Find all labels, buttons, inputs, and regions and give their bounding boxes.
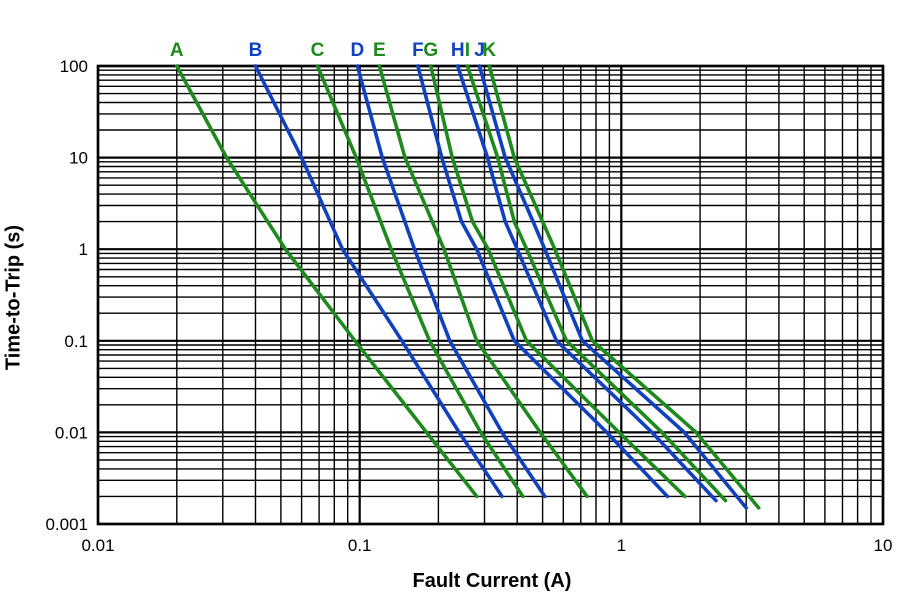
curve-F [416,64,670,499]
curve-B [253,64,504,499]
curve-label-H: H [451,40,465,61]
curve-C [315,64,525,499]
curve-label-B: B [249,40,263,61]
curve-label-A: A [170,40,184,61]
trip-curves [175,64,761,510]
y-tick-label-1: 1 [79,240,88,259]
curve-label-K: K [482,40,496,61]
y-tick-label-0.1: 0.1 [64,332,88,351]
x-tick-label-0.1: 0.1 [348,536,372,555]
curve-A [175,64,479,499]
y-tick-label-10: 10 [69,149,88,168]
y-axis-title: Time-to-Trip (s) [2,224,25,371]
curve-label-J: J [474,40,485,61]
curve-I [465,64,728,503]
y-tick-label-100: 100 [60,57,88,76]
curve-labels: A B C D E F G H I JK [170,40,496,61]
curve-G [428,64,687,499]
curve-H [455,64,718,503]
curve-D [355,64,547,499]
x-axis-title: Fault Current (A) [412,570,572,592]
curve-K [487,64,761,510]
curve-E [377,64,589,499]
x-tick-label-0.01: 0.01 [81,536,114,555]
curve-label-C: C [311,40,325,61]
curve-label-E: E [373,40,386,61]
y-tick-label-0.01: 0.01 [55,423,88,442]
x-tick-label-10: 10 [874,536,893,555]
y-tick-label-0.001: 0.001 [45,515,88,534]
curve-label-F: F [412,40,424,61]
curve-label-G: G [423,40,438,61]
x-tick-label-1: 1 [617,536,626,555]
curve-label-I: I [465,40,470,61]
curve-label-D: D [351,40,365,61]
curve-J [477,64,749,510]
